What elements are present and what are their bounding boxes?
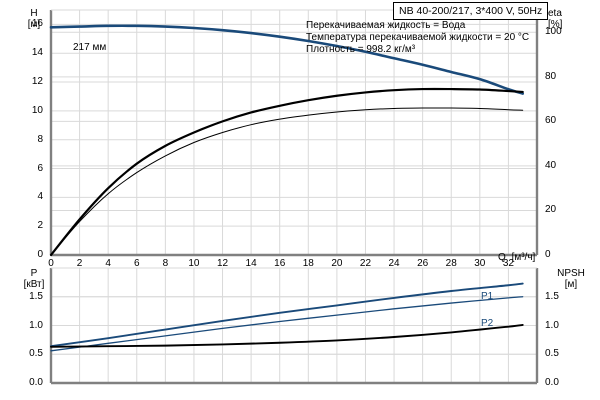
- info-line-liquid: Перекачиваемая жидкость = Вода: [306, 20, 466, 31]
- ticks-q-tick: 22: [359, 258, 372, 269]
- curve-npsh: [50, 323, 524, 348]
- ticks-eta-tick: 80: [545, 70, 557, 82]
- curve-h-217-: [49, 24, 525, 95]
- ticks-q-tick: 2: [76, 258, 83, 269]
- ticks-q-tick: 30: [474, 258, 486, 269]
- pump-title-box: NB 40-200/217, 3*400 V, 50Hz: [393, 2, 549, 20]
- ticks-q-tick: 24: [388, 258, 400, 269]
- upper-curves: [49, 24, 525, 257]
- ticks-h-tick: 4: [37, 191, 43, 203]
- upper-plot-area: [49, 9, 539, 257]
- info-line-temp: Температура перекачиваемой жидкости = 20…: [306, 32, 530, 43]
- ticks-q-tick: 14: [245, 258, 257, 269]
- ticks-h-tick: 6: [37, 162, 43, 174]
- p-axis-title: P [кВт]: [14, 268, 54, 290]
- curve-p1: [50, 282, 524, 348]
- q-axis-name: Q: [498, 252, 506, 263]
- ticks-p-tick: 0.0: [29, 377, 43, 388]
- ticks-h-tick: 10: [31, 104, 43, 116]
- ticks-npsh-tick: 1.0: [545, 319, 559, 331]
- h-axis-name: H: [30, 8, 38, 19]
- h-axis-unit: [м]: [27, 19, 41, 30]
- q-axis-unit: [м³/ч]: [511, 252, 536, 263]
- upper-grid: [49, 9, 539, 257]
- lower-curves: [50, 282, 524, 352]
- ticks-q-tick: 18: [302, 258, 314, 269]
- npsh-axis-name: NPSH: [557, 268, 585, 279]
- ticks-p-tick: 1.0: [29, 319, 43, 331]
- h-axis-title: H [м]: [22, 8, 46, 30]
- npsh-axis-title: NPSH [м]: [548, 268, 594, 290]
- lower-plot-area: [49, 267, 539, 385]
- ticks-eta-tick: 40: [545, 159, 557, 171]
- ticks-h-tick: 14: [31, 47, 43, 59]
- ticks-q-tick: 12: [216, 258, 229, 269]
- ticks-q-tick: 10: [188, 258, 200, 269]
- ticks-q-tick: 0: [48, 258, 54, 269]
- curve-eta-pump: [49, 87, 524, 257]
- ticks-h-tick: 8: [37, 133, 43, 145]
- npsh-axis-unit: [м]: [564, 279, 578, 290]
- ticks-q-tick: 32: [502, 258, 514, 269]
- ticks-q-tick: 28: [445, 258, 457, 269]
- ticks-p-tick: 0.5: [29, 348, 43, 360]
- eta-axis-title: eta [%]: [548, 8, 588, 30]
- ticks-eta-tick: 0: [545, 249, 551, 260]
- ticks-h-tick: 12: [31, 76, 43, 88]
- ticks-h-tick: 2: [37, 220, 43, 232]
- ticks-h-tick: 0: [37, 249, 43, 260]
- lower-grid: [49, 267, 539, 385]
- lower-plot-svg: [49, 267, 539, 385]
- ticks-q-tick: 4: [105, 258, 111, 269]
- ticks-q-tick: 26: [417, 258, 429, 269]
- curve-eta-pump-motor: [50, 107, 524, 256]
- impeller-diameter-label: 217 мм: [73, 42, 107, 53]
- ticks-eta-tick: 100: [545, 26, 562, 38]
- ticks-h-tick: 16: [31, 18, 43, 30]
- upper-plot-svg: [49, 9, 539, 257]
- info-line-density: Плотность = 998.2 кг/м³: [306, 44, 416, 55]
- ticks-p-tick: 1.5: [29, 290, 43, 302]
- q-axis-title: Q [м³/ч]: [498, 252, 535, 263]
- ticks-npsh-tick: 1.5: [545, 290, 559, 302]
- curve-p2: [50, 296, 524, 352]
- eta-axis-unit: [%]: [548, 19, 563, 30]
- ticks-q-tick: 8: [162, 258, 169, 269]
- p2-curve-label: P2: [481, 318, 494, 329]
- ticks-npsh-tick: 0.0: [545, 377, 559, 388]
- p-axis-name: P: [30, 268, 38, 279]
- ticks-q-tick: 16: [274, 258, 286, 269]
- ticks-eta-tick: 60: [545, 115, 557, 127]
- ticks-eta-tick: 20: [545, 204, 557, 216]
- ticks-q-tick: 6: [133, 258, 140, 269]
- p1-curve-label: P1: [481, 291, 494, 302]
- eta-axis-name: eta: [548, 8, 562, 19]
- ticks-q-tick: 20: [331, 258, 343, 269]
- p-axis-unit: [кВт]: [23, 279, 45, 290]
- ticks-npsh-tick: 0.5: [545, 348, 559, 360]
